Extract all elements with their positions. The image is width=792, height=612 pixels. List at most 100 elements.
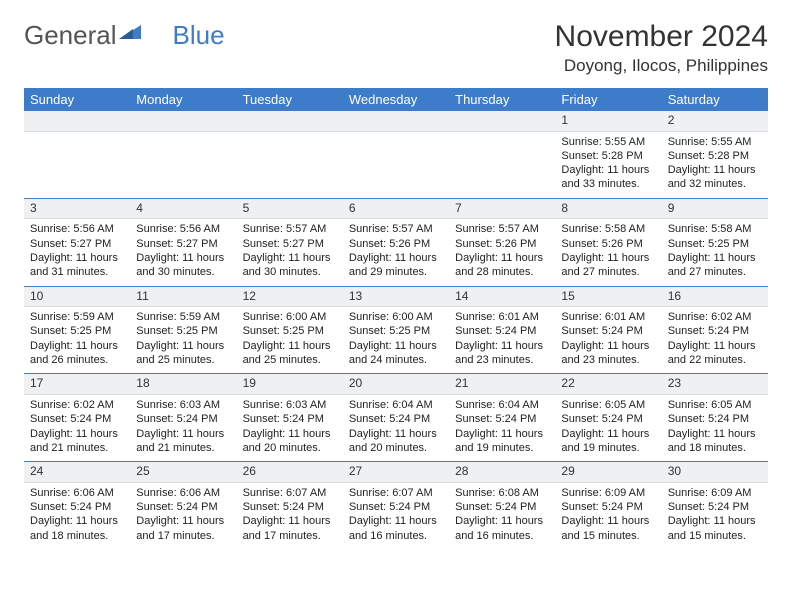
day-number: 10 [24, 287, 130, 308]
logo-text-1: General [24, 20, 117, 51]
sunset-line: Sunset: 5:24 PM [668, 324, 762, 338]
day-number: 8 [555, 199, 661, 220]
sunrise-line: Sunrise: 6:05 AM [668, 398, 762, 412]
location: Doyong, Ilocos, Philippines [555, 56, 768, 76]
sunrise-line: Sunrise: 6:00 AM [349, 310, 443, 324]
day-details: Sunrise: 5:58 AMSunset: 5:26 PMDaylight:… [555, 219, 661, 285]
day-number: 19 [237, 374, 343, 395]
sunset-line: Sunset: 5:24 PM [243, 412, 337, 426]
day-number: 16 [662, 287, 768, 308]
sunrise-line: Sunrise: 6:01 AM [455, 310, 549, 324]
daylight-line: Daylight: 11 hours and 16 minutes. [455, 514, 549, 543]
day-details: Sunrise: 6:00 AMSunset: 5:25 PMDaylight:… [343, 307, 449, 373]
daylight-line: Daylight: 11 hours and 17 minutes. [243, 514, 337, 543]
daylight-line: Daylight: 11 hours and 29 minutes. [349, 251, 443, 280]
daylight-line: Daylight: 11 hours and 23 minutes. [561, 339, 655, 368]
day-number: 28 [449, 462, 555, 483]
title-block: November 2024 Doyong, Ilocos, Philippine… [555, 20, 768, 76]
sunrise-line: Sunrise: 5:55 AM [561, 135, 655, 149]
daylight-line: Daylight: 11 hours and 33 minutes. [561, 163, 655, 192]
sunset-line: Sunset: 5:27 PM [243, 237, 337, 251]
day-number: 29 [555, 462, 661, 483]
day-details: Sunrise: 6:07 AMSunset: 5:24 PMDaylight:… [343, 483, 449, 549]
sunset-line: Sunset: 5:26 PM [349, 237, 443, 251]
day-details: Sunrise: 6:07 AMSunset: 5:24 PMDaylight:… [237, 483, 343, 549]
calendar-cell: 12Sunrise: 6:00 AMSunset: 5:25 PMDayligh… [237, 286, 343, 374]
sunset-line: Sunset: 5:24 PM [455, 500, 549, 514]
day-number: 18 [130, 374, 236, 395]
daylight-line: Daylight: 11 hours and 20 minutes. [243, 427, 337, 456]
sunrise-line: Sunrise: 6:04 AM [455, 398, 549, 412]
day-number: 22 [555, 374, 661, 395]
day-number: 4 [130, 199, 236, 220]
sunrise-line: Sunrise: 5:59 AM [30, 310, 124, 324]
sunrise-line: Sunrise: 6:03 AM [136, 398, 230, 412]
sunset-line: Sunset: 5:26 PM [455, 237, 549, 251]
calendar-week-row: 3Sunrise: 5:56 AMSunset: 5:27 PMDaylight… [24, 198, 768, 286]
sunrise-line: Sunrise: 6:04 AM [349, 398, 443, 412]
sunset-line: Sunset: 5:26 PM [561, 237, 655, 251]
day-number: 3 [24, 199, 130, 220]
day-details: Sunrise: 6:01 AMSunset: 5:24 PMDaylight:… [449, 307, 555, 373]
sunset-line: Sunset: 5:25 PM [349, 324, 443, 338]
day-details: Sunrise: 5:59 AMSunset: 5:25 PMDaylight:… [24, 307, 130, 373]
sunrise-line: Sunrise: 6:03 AM [243, 398, 337, 412]
day-number: 26 [237, 462, 343, 483]
calendar-cell [343, 111, 449, 198]
calendar-cell: 22Sunrise: 6:05 AMSunset: 5:24 PMDayligh… [555, 374, 661, 462]
daylight-line: Daylight: 11 hours and 17 minutes. [136, 514, 230, 543]
day-number: 11 [130, 287, 236, 308]
day-number: 1 [555, 111, 661, 132]
day-details: Sunrise: 5:56 AMSunset: 5:27 PMDaylight:… [24, 219, 130, 285]
calendar-cell: 15Sunrise: 6:01 AMSunset: 5:24 PMDayligh… [555, 286, 661, 374]
sunrise-line: Sunrise: 5:59 AM [136, 310, 230, 324]
sunset-line: Sunset: 5:24 PM [136, 412, 230, 426]
calendar-cell: 19 Sunrise: 6:03 AMSunset: 5:24 PMDayligh… [237, 374, 343, 462]
daylight-line: Daylight: 11 hours and 21 minutes. [30, 427, 124, 456]
calendar-cell: 25Sunrise: 6:06 AMSunset: 5:24 PMDayligh… [130, 462, 236, 549]
calendar-week-row: 1Sunrise: 5:55 AMSunset: 5:28 PMDaylight… [24, 111, 768, 198]
day-number: 2 [662, 111, 768, 132]
sunrise-line: Sunrise: 6:07 AM [243, 486, 337, 500]
day-number-empty [130, 111, 236, 132]
sunset-line: Sunset: 5:24 PM [136, 500, 230, 514]
calendar-cell: 27Sunrise: 6:07 AMSunset: 5:24 PMDayligh… [343, 462, 449, 549]
month-title: November 2024 [555, 20, 768, 54]
daylight-line: Daylight: 11 hours and 16 minutes. [349, 514, 443, 543]
calendar-cell: 16Sunrise: 6:02 AMSunset: 5:24 PMDayligh… [662, 286, 768, 374]
daylight-line: Daylight: 11 hours and 20 minutes. [349, 427, 443, 456]
daylight-line: Daylight: 11 hours and 30 minutes. [136, 251, 230, 280]
day-details: Sunrise: 5:59 AMSunset: 5:25 PMDaylight:… [130, 307, 236, 373]
calendar-cell: 30Sunrise: 6:09 AMSunset: 5:24 PMDayligh… [662, 462, 768, 549]
day-details: Sunrise: 6:09 AMSunset: 5:24 PMDaylight:… [662, 483, 768, 549]
sunset-line: Sunset: 5:24 PM [349, 412, 443, 426]
weekday-header: Monday [130, 88, 236, 111]
day-details: Sunrise: 6:09 AMSunset: 5:24 PMDaylight:… [555, 483, 661, 549]
weekday-header: Saturday [662, 88, 768, 111]
daylight-line: Daylight: 11 hours and 26 minutes. [30, 339, 124, 368]
day-number: 17 [24, 374, 130, 395]
calendar-cell: 17Sunrise: 6:02 AMSunset: 5:24 PMDayligh… [24, 374, 130, 462]
calendar-cell: 5Sunrise: 5:57 AMSunset: 5:27 PMDaylight… [237, 198, 343, 286]
day-number: 9 [662, 199, 768, 220]
daylight-line: Daylight: 11 hours and 31 minutes. [30, 251, 124, 280]
day-details: Sunrise: 6:03 AMSunset: 5:24 PMDaylight:… [130, 395, 236, 461]
day-details: Sunrise: 6:05 AMSunset: 5:24 PMDaylight:… [555, 395, 661, 461]
calendar-week-row: 17Sunrise: 6:02 AMSunset: 5:24 PMDayligh… [24, 374, 768, 462]
calendar-cell: 10Sunrise: 5:59 AMSunset: 5:25 PMDayligh… [24, 286, 130, 374]
daylight-line: Daylight: 11 hours and 19 minutes. [455, 427, 549, 456]
sunset-line: Sunset: 5:25 PM [668, 237, 762, 251]
day-details: Sunrise: 5:57 AMSunset: 5:27 PMDaylight:… [237, 219, 343, 285]
day-number-empty [24, 111, 130, 132]
calendar-table: SundayMondayTuesdayWednesdayThursdayFrid… [24, 88, 768, 549]
calendar-cell: 18Sunrise: 6:03 AMSunset: 5:24 PMDayligh… [130, 374, 236, 462]
sunrise-line: Sunrise: 5:55 AM [668, 135, 762, 149]
day-number: 6 [343, 199, 449, 220]
day-number-empty [237, 111, 343, 132]
calendar-head: SundayMondayTuesdayWednesdayThursdayFrid… [24, 88, 768, 111]
logo-triangle-icon [119, 17, 141, 48]
calendar-cell: 28Sunrise: 6:08 AMSunset: 5:24 PMDayligh… [449, 462, 555, 549]
sunrise-line: Sunrise: 6:07 AM [349, 486, 443, 500]
calendar-cell [237, 111, 343, 198]
day-details: Sunrise: 6:01 AMSunset: 5:24 PMDaylight:… [555, 307, 661, 373]
